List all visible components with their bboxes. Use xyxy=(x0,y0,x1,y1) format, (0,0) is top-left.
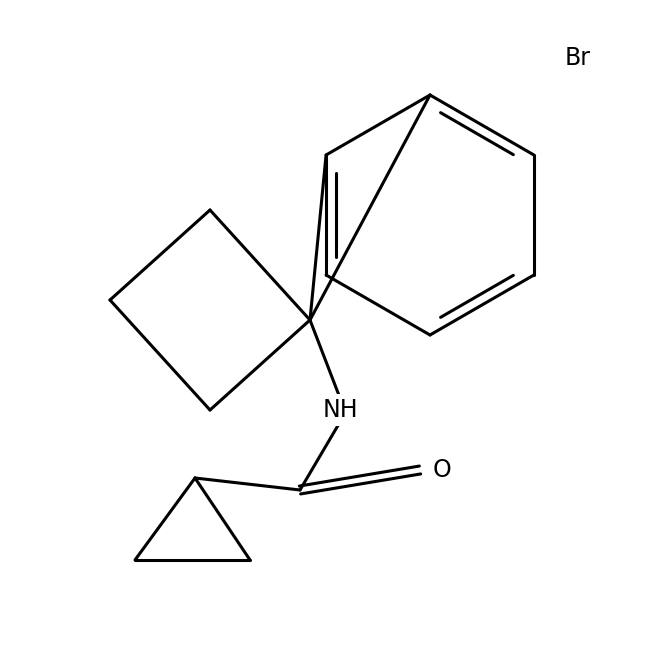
Text: O: O xyxy=(432,458,451,482)
Text: Br: Br xyxy=(565,46,591,70)
Text: NH: NH xyxy=(322,398,358,422)
